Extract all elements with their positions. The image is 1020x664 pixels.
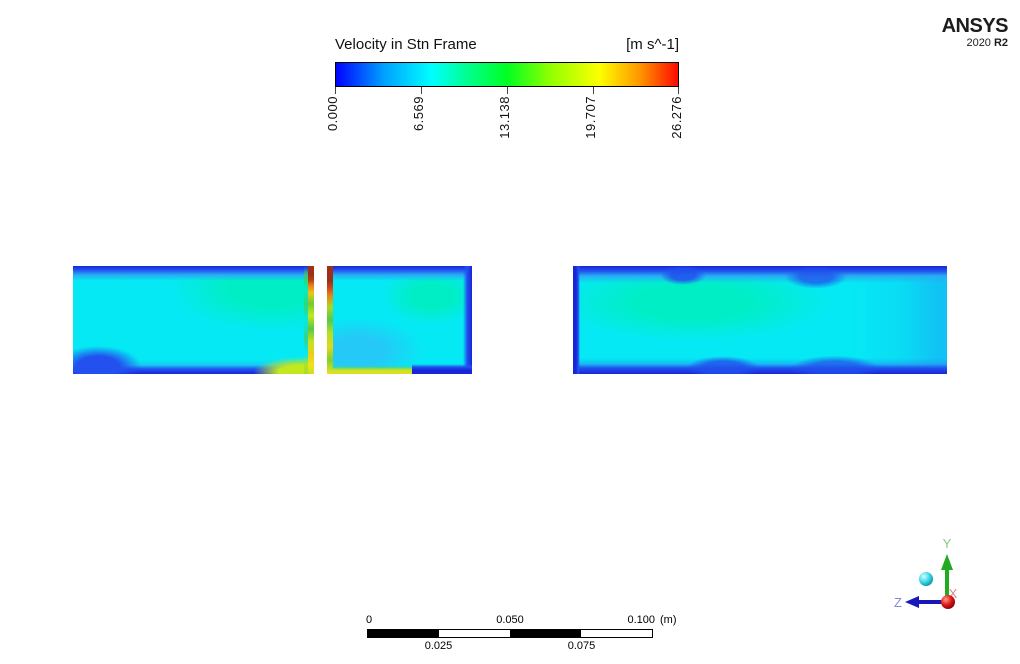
colorbar-tick-label: 6.569 (411, 96, 426, 132)
colorbar-tick (593, 87, 594, 94)
triad-x-sphere[interactable] (941, 595, 955, 609)
ruler-segment (368, 630, 439, 637)
wall-boundary-layer (463, 266, 472, 374)
triad-z-label: Z (894, 595, 902, 610)
ruler-segment (439, 630, 510, 637)
ansys-version-text: 2020 R2 (942, 38, 1008, 49)
ansys-version-release: R2 (993, 37, 1008, 49)
ruler-label-0050: 0.050 (496, 614, 524, 626)
triad-y-arrowhead[interactable] (941, 554, 953, 570)
ansys-logo: ANSYS 2020 R2 (941, 15, 1009, 49)
contour-panel-right[interactable] (573, 266, 947, 374)
colorbar-tick-label: 19.707 (583, 96, 598, 139)
legend-units: [m s^-1] (626, 36, 679, 53)
high-velocity-fringe (304, 266, 308, 374)
high-velocity-strip (327, 266, 333, 374)
ruler-label-0075: 0.075 (567, 640, 596, 652)
ansys-version-year: 2020 (966, 37, 991, 49)
ruler-segment (581, 630, 652, 637)
colorbar-tick-label: 13.138 (497, 96, 512, 139)
ruler-label-0: 0 (366, 614, 373, 626)
wall-boundary-layer (573, 266, 580, 374)
colorbar-tick-label: 26.276 (669, 96, 684, 139)
scale-ruler-bar (367, 629, 653, 638)
ruler-label-0100: 0.100 (627, 614, 655, 626)
ruler-label-0025: 0.025 (424, 640, 453, 652)
legend-title: Velocity in Stn Frame (335, 36, 477, 53)
triad-z-arrowhead[interactable] (905, 596, 919, 608)
colorbar-tick (421, 87, 422, 94)
ruler-segment (510, 630, 581, 637)
colorbar-tick-label: 0.000 (325, 96, 340, 132)
scale-ruler: 0 0.050 0.100 (m) 0.025 0.075 (366, 613, 677, 655)
triad-y-axis[interactable] (945, 568, 949, 602)
triad-y-label: Y (943, 536, 952, 551)
orientation-triad[interactable]: Y Z X (885, 528, 975, 618)
ruler-unit-label: (m) (660, 614, 677, 626)
contour-panel-middle[interactable] (327, 266, 472, 374)
mid-velocity-band (332, 366, 412, 374)
colorbar-tick (678, 87, 679, 94)
colorbar-tick (507, 87, 508, 94)
contour-panel-left[interactable] (73, 266, 314, 374)
velocity-legend: Velocity in Stn Frame [m s^-1] 0.000 6.5… (325, 36, 684, 166)
triad-z-axis[interactable] (917, 600, 947, 604)
colorbar-tick (335, 87, 336, 94)
triad-x-label: X (949, 586, 958, 601)
legend-header: Velocity in Stn Frame [m s^-1] (335, 36, 679, 53)
wall-boundary-layer (412, 364, 472, 374)
isometric-view-ball[interactable] (919, 572, 933, 586)
colorbar-gradient (335, 62, 679, 87)
ansys-brand-text: ANSYS (941, 15, 1009, 37)
high-velocity-strip (308, 266, 314, 374)
